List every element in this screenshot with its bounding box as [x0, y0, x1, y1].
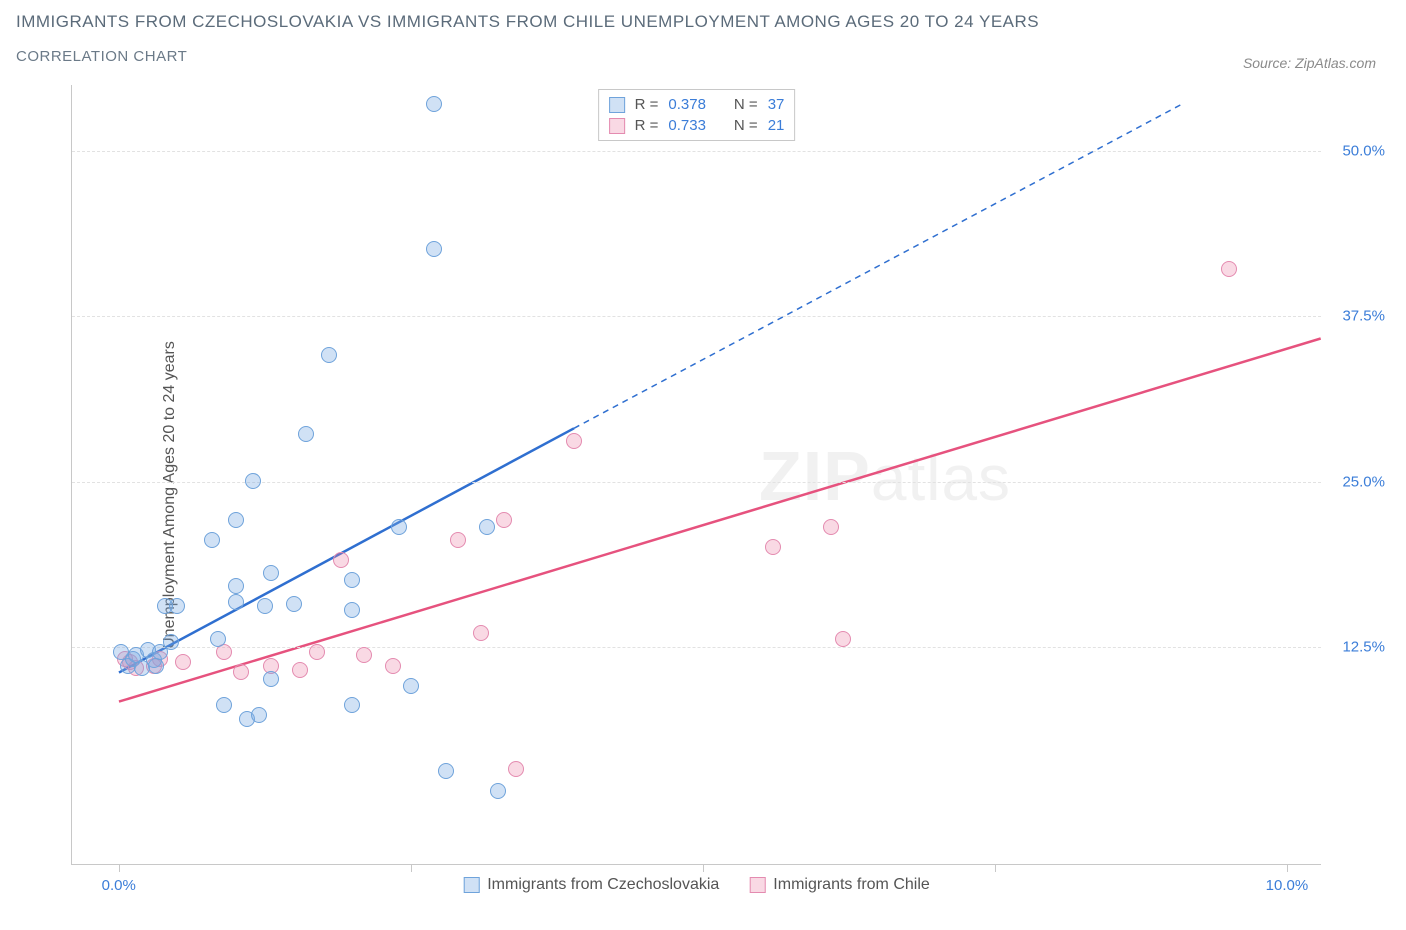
point-a: [479, 519, 495, 535]
point-a: [257, 598, 273, 614]
point-b: [835, 631, 851, 647]
point-a: [228, 578, 244, 594]
r-value-a: 0.378: [668, 96, 706, 113]
point-b: [333, 552, 349, 568]
point-a: [204, 532, 220, 548]
point-a: [344, 602, 360, 618]
legend-label-a: Immigrants from Czechoslovakia: [487, 876, 719, 894]
point-b: [823, 519, 839, 535]
n-value-a: 37: [768, 96, 785, 113]
grid-line: [72, 647, 1321, 648]
point-a: [228, 594, 244, 610]
point-b: [233, 664, 249, 680]
x-tick: [995, 864, 996, 872]
series-legend: Immigrants from Czechoslovakia Immigrant…: [463, 876, 930, 894]
point-b: [508, 761, 524, 777]
point-a: [490, 783, 506, 799]
point-a: [251, 707, 267, 723]
point-a: [263, 671, 279, 687]
point-a: [228, 512, 244, 528]
point-a: [344, 572, 360, 588]
point-a: [298, 426, 314, 442]
point-a: [403, 678, 419, 694]
swatch-a2: [463, 877, 479, 893]
point-a: [426, 96, 442, 112]
point-b: [473, 625, 489, 641]
chart-title: IMMIGRANTS FROM CZECHOSLOVAKIA VS IMMIGR…: [16, 12, 1039, 32]
source-attribution: Source: ZipAtlas.com: [1243, 55, 1376, 71]
r-label-a: R =: [635, 96, 659, 113]
stats-row-a: R = 0.378 N = 37: [609, 94, 785, 115]
stats-legend: R = 0.378 N = 37 R = 0.733 N = 21: [598, 89, 796, 141]
legend-item-b: Immigrants from Chile: [749, 876, 929, 894]
point-b: [496, 512, 512, 528]
y-tick-label: 12.5%: [1342, 638, 1385, 655]
point-a: [391, 519, 407, 535]
chart-container: Unemployment Among Ages 20 to 24 years R…: [16, 85, 1390, 905]
swatch-a: [609, 97, 625, 113]
point-a: [245, 473, 261, 489]
n-label-b: N =: [734, 117, 758, 134]
legend-label-b: Immigrants from Chile: [773, 876, 929, 894]
point-a: [216, 697, 232, 713]
swatch-b2: [749, 877, 765, 893]
point-a: [169, 598, 185, 614]
x-tick: [411, 864, 412, 872]
point-b: [450, 532, 466, 548]
point-a: [321, 347, 337, 363]
stats-row-b: R = 0.733 N = 21: [609, 115, 785, 136]
x-tick-label: 10.0%: [1266, 877, 1309, 894]
x-tick: [703, 864, 704, 872]
point-a: [210, 631, 226, 647]
n-label-a: N =: [734, 96, 758, 113]
trendlines-svg: [72, 85, 1321, 864]
point-a: [438, 763, 454, 779]
r-label-b: R =: [635, 117, 659, 134]
x-tick: [119, 864, 120, 872]
point-b: [385, 658, 401, 674]
y-tick-label: 37.5%: [1342, 308, 1385, 325]
grid-line: [72, 316, 1321, 317]
point-a: [426, 241, 442, 257]
y-tick-label: 50.0%: [1342, 143, 1385, 160]
point-b: [356, 647, 372, 663]
y-tick-label: 25.0%: [1342, 473, 1385, 490]
legend-item-a: Immigrants from Czechoslovakia: [463, 876, 719, 894]
n-value-b: 21: [768, 117, 785, 134]
chart-subtitle: CORRELATION CHART: [16, 48, 1039, 65]
point-b: [1221, 261, 1237, 277]
point-a: [263, 565, 279, 581]
x-tick-label: 0.0%: [102, 877, 136, 894]
point-b: [566, 433, 582, 449]
point-a: [344, 697, 360, 713]
point-b: [309, 644, 325, 660]
swatch-b: [609, 118, 625, 134]
point-a: [286, 596, 302, 612]
point-b: [292, 662, 308, 678]
plot-area: R = 0.378 N = 37 R = 0.733 N = 21 ZIPatl…: [71, 85, 1321, 865]
point-b: [175, 654, 191, 670]
point-b: [765, 539, 781, 555]
x-tick: [1287, 864, 1288, 872]
watermark: ZIPatlas: [759, 436, 1011, 516]
grid-line: [72, 151, 1321, 152]
point-a: [163, 634, 179, 650]
r-value-b: 0.733: [668, 117, 706, 134]
